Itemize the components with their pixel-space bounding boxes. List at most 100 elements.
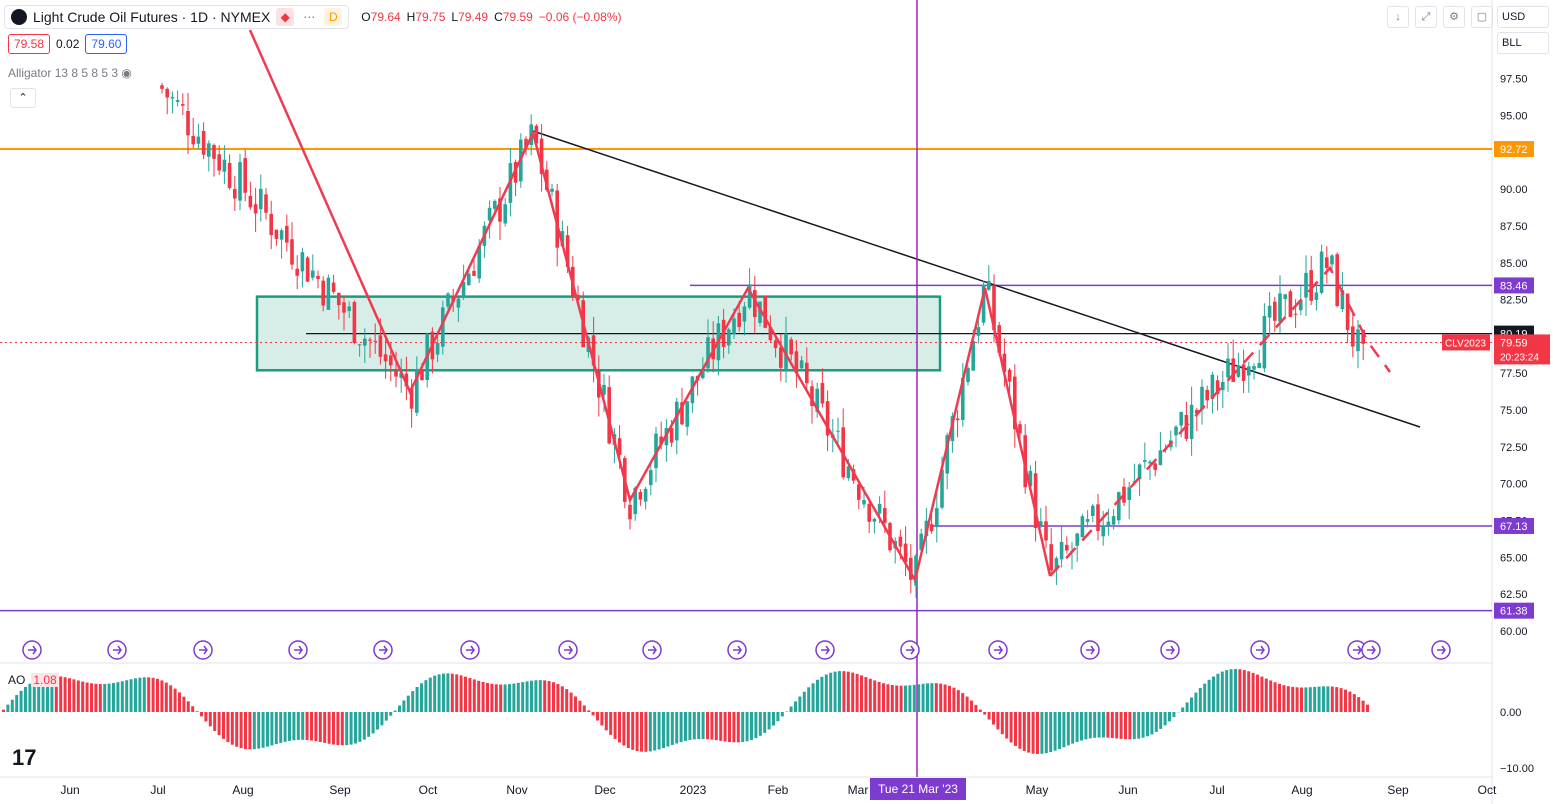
- unit-select[interactable]: BLL: [1497, 32, 1549, 54]
- ao-bar: [1225, 670, 1229, 712]
- ao-bar: [1269, 680, 1273, 712]
- price-label-bg: [1494, 602, 1534, 619]
- candle-body: [1148, 461, 1152, 464]
- ao-bar: [1141, 712, 1145, 738]
- ao-bar: [745, 712, 749, 742]
- more-icon[interactable]: ⋯: [303, 10, 316, 24]
- x-tick-label: Feb: [768, 783, 789, 797]
- ao-bar: [160, 680, 164, 712]
- buy-button[interactable]: 79.60: [85, 34, 128, 54]
- ao-bar: [323, 712, 327, 743]
- ao-bar: [1031, 712, 1035, 754]
- ao-bar: [173, 688, 177, 712]
- price-label: 83.46: [1500, 280, 1528, 292]
- ao-bar: [917, 684, 921, 712]
- ao-bar: [604, 712, 608, 731]
- settings-icon[interactable]: ⚙: [1443, 6, 1465, 28]
- candle-body: [1267, 305, 1272, 318]
- ao-bar: [354, 712, 357, 744]
- x-tick-label: May: [1026, 783, 1049, 797]
- ao-bar: [710, 712, 714, 740]
- sell-button[interactable]: 79.58: [8, 34, 51, 54]
- ao-bar: [1194, 692, 1198, 712]
- ao-bar: [798, 696, 802, 712]
- ao-bar: [98, 684, 102, 712]
- ao-bar: [1308, 687, 1312, 712]
- change-value: −0.06 (−0.08%): [538, 10, 622, 24]
- ao-bar: [156, 678, 159, 712]
- ao-bar: [895, 685, 899, 712]
- ao-bar: [1295, 687, 1299, 712]
- eye-hidden-icon[interactable]: ◉: [121, 66, 132, 80]
- y-tick-label: 95.00: [1500, 110, 1528, 122]
- ao-bar: [81, 681, 85, 712]
- candle-body: [825, 401, 830, 436]
- ao-bar: [15, 695, 19, 712]
- ao-bar: [402, 700, 406, 712]
- ao-bar: [164, 682, 168, 712]
- candle-body: [274, 229, 279, 239]
- candle-body: [290, 239, 294, 265]
- candle-body: [992, 285, 996, 331]
- currency-select[interactable]: USD: [1497, 6, 1549, 28]
- maximize-icon[interactable]: ⤢: [1415, 6, 1437, 28]
- candle-body: [279, 230, 284, 240]
- candle-body: [779, 347, 783, 368]
- ao-bar: [1066, 712, 1070, 746]
- collapse-legend-button[interactable]: ⌃: [10, 88, 36, 108]
- candle-body: [1117, 492, 1121, 521]
- ao-bar: [459, 675, 463, 712]
- ao-bar: [490, 683, 494, 712]
- ao-bar: [732, 712, 736, 743]
- candle-body: [810, 386, 814, 406]
- arrow-down-icon[interactable]: ↓: [1387, 6, 1409, 28]
- ao-bar: [103, 683, 107, 712]
- ao-bar: [1049, 712, 1053, 753]
- arrow-icon: [994, 645, 1003, 655]
- candle-body: [404, 373, 409, 387]
- ao-bar: [794, 701, 797, 712]
- candle-body: [1221, 381, 1225, 391]
- ao-bar: [1238, 669, 1242, 712]
- alert-icon[interactable]: ◆: [276, 8, 295, 26]
- ao-bar: [662, 712, 665, 749]
- ao-bar: [622, 712, 626, 746]
- candle-body: [269, 213, 273, 236]
- ao-bar: [816, 679, 819, 712]
- ao-bar: [873, 680, 877, 712]
- candle-body: [368, 339, 372, 341]
- ao-bar: [961, 693, 965, 712]
- candle-body: [602, 384, 606, 395]
- ao-bar: [424, 680, 428, 712]
- arrow-icon: [906, 645, 915, 655]
- symbol-selector[interactable]: Light Crude Oil Futures · 1D · NYMEX ◆ ⋯…: [4, 5, 350, 29]
- ao-bar: [1084, 712, 1088, 740]
- ao-bar: [1229, 669, 1233, 712]
- ao-bar: [758, 712, 762, 736]
- candle-body: [1007, 369, 1012, 382]
- candle-body: [1059, 541, 1064, 560]
- ao-bar: [72, 679, 76, 712]
- ao-bar: [582, 705, 586, 712]
- y-tick-label: 72.50: [1500, 442, 1528, 454]
- indicator-legend[interactable]: Alligator 13 8 5 8 5 3 ◉: [8, 66, 132, 80]
- ao-bar: [1040, 712, 1044, 754]
- ao-bar: [952, 687, 956, 712]
- candle-body: [701, 371, 705, 379]
- ao-bar: [226, 712, 230, 743]
- candle-body: [1325, 257, 1329, 268]
- candle-body: [467, 273, 471, 286]
- candle-body: [773, 340, 778, 349]
- candle-body: [383, 354, 388, 362]
- candle-body: [903, 543, 908, 563]
- candle-body: [222, 159, 227, 172]
- ao-bar: [618, 712, 621, 743]
- ao-bar: [235, 712, 239, 747]
- ao-bar: [147, 677, 151, 712]
- spread-value: 0.02: [56, 37, 80, 51]
- candle-body: [971, 341, 975, 371]
- fullscreen-icon[interactable]: ▢: [1471, 6, 1493, 28]
- ao-bar: [389, 712, 393, 716]
- candle-body: [539, 138, 544, 174]
